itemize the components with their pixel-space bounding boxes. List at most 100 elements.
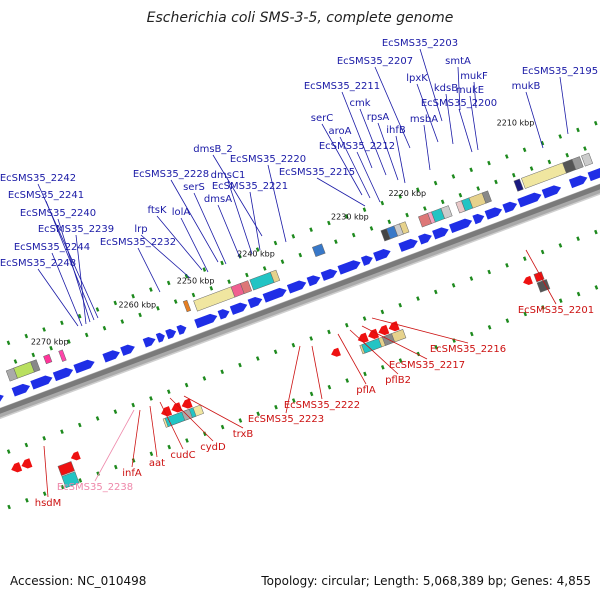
tick-mark [156,306,160,311]
reverse-gene-label: EcSMS35_2201 [518,305,594,316]
forward-leader-line [359,108,387,176]
tick-mark [184,273,189,279]
label-layer: EcSMS35_2203 smtA mukF EcSMS35_2195 EcSMS35_… [0,38,598,509]
tick-mark-shape [25,498,29,503]
tick-mark-shape [167,444,172,450]
forward-leader-line [356,151,381,203]
tick-mark [113,300,118,306]
reverse-arrow-shape [388,321,400,332]
forward-arrow-shape [484,207,503,220]
tick-mark [184,382,189,388]
tick-mark [458,192,463,198]
tick-mark [255,247,260,252]
tick-mark [494,179,498,185]
tick-mark [405,212,409,218]
tick-mark-shape [469,331,474,337]
tick-mark-shape [309,227,313,232]
tick-mark [423,206,427,211]
accession-text: Accession: NC_010498 [10,574,147,588]
tick-mark [540,249,545,255]
forward-gene-arrow [30,375,53,390]
reverse-gene-arrow [70,451,81,461]
tick-mark-shape [42,436,47,441]
tick-mark [84,332,89,338]
tick-mark-shape [487,269,492,275]
tick-mark [202,376,207,381]
forward-gene-arrow [102,350,120,363]
tick-mark-shape [434,345,439,350]
feature-box [312,243,326,258]
forward-gene-arrow [432,227,449,240]
tick-mark-shape [202,431,207,437]
tick-mark [173,299,178,304]
tick-mark-shape [594,285,599,290]
feature-box-shape [30,359,41,373]
tick-mark-shape [541,305,545,310]
tick-mark [166,280,171,286]
tick-mark [487,160,491,166]
forward-gene-label: dmsA [204,194,232,205]
reverse-gene-arrow [378,324,390,336]
forward-gene-label: EcSMS35_2220 [230,154,306,165]
tick-mark-shape [362,316,367,321]
tick-mark-shape [49,345,53,351]
forward-gene-label: EcSMS35_2248 [0,258,76,269]
reverse-gene-arrow [181,398,193,409]
tick-mark [344,214,349,219]
forward-gene-arrow [142,336,156,348]
tick-mark [505,263,509,268]
tick-mark-shape [245,272,249,278]
forward-arrow-shape [73,359,95,374]
tick-mark-shape [476,186,481,191]
reverse-arrow-shape [357,332,369,343]
feature-box-shape [440,205,453,219]
forward-gene-arrow [541,185,562,199]
forward-leader-line [445,93,454,145]
forward-gene-arrow [286,280,307,294]
tick-mark [541,305,545,310]
forward-leader-line [137,247,161,293]
forward-leader-line [419,48,443,122]
tick-mark [42,491,47,496]
forward-gene-label: EcSMS35_2242 [0,173,76,184]
tick-mark [113,409,118,414]
forward-arrow-shape [11,383,31,397]
forward-leader-line [170,179,219,263]
tick-mark [77,422,82,428]
tick-mark [387,219,392,225]
tick-mark [166,389,171,394]
feature-box-shape [536,279,551,293]
forward-gene-label: mukB [512,81,541,92]
tick-mark-shape [540,249,545,255]
tick-mark [345,378,350,383]
reverse-arrow-shape [523,275,533,285]
tick-mark [380,200,385,206]
tick-mark-shape [345,378,350,383]
tick-mark-shape [505,318,510,323]
feature-box-shape [521,162,567,189]
forward-leader-line [140,234,191,279]
forward-gene-label: EcSMS35_2212 [319,141,395,152]
reverse-gene-arrow [331,347,341,357]
feature-box-shape [581,152,594,167]
reverse-gene-label: pflA [356,385,376,396]
forward-arrow-shape [176,324,187,335]
forward-gene-arrow [587,167,600,182]
forward-gene-arrow [247,296,263,309]
tick-mark-shape [95,416,100,421]
reverse-arrow-shape [181,398,193,409]
tick-mark [558,243,563,248]
forward-gene-label: mukF [460,71,488,82]
feature-box-shape [43,353,53,365]
forward-arrow-shape [217,309,230,320]
forward-gene-arrow [568,175,588,189]
forward-gene-label: EcSMS35_2244 [14,242,90,253]
feature-box-shape [57,461,75,477]
tick-mark-shape [369,226,374,231]
reverse-arrow-shape [70,451,81,461]
tick-mark-shape [416,296,420,301]
tick-mark [594,285,599,290]
reverse-leader-line [131,409,141,468]
tick-mark [327,384,332,390]
tick-mark [6,449,11,454]
